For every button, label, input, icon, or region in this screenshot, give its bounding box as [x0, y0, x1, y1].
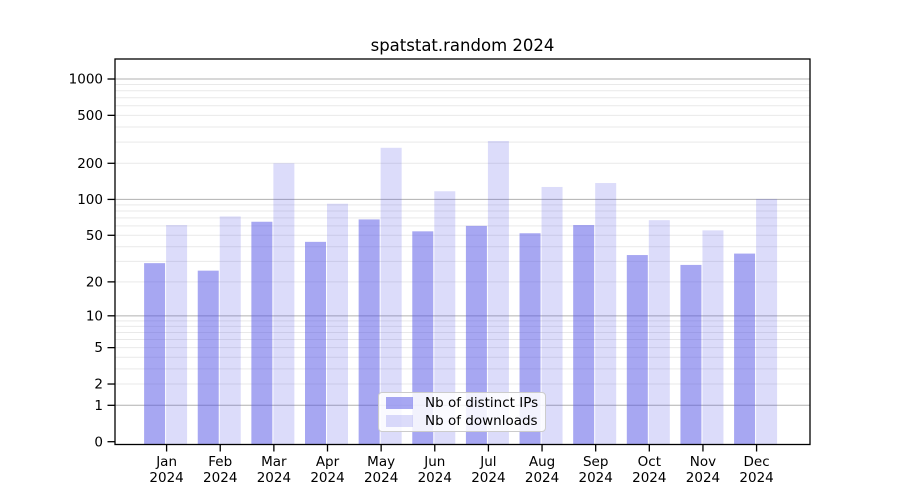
y-tick-label: 50: [86, 228, 103, 244]
x-tick-label-month: Feb: [208, 454, 232, 470]
bar-downloads-feb: [219, 216, 241, 445]
y-tick-label: 100: [77, 192, 103, 208]
x-tick-label-year: 2024: [739, 470, 773, 486]
x-tick-label-month: Dec: [744, 454, 770, 470]
bar-distinct-ips-apr: [305, 241, 327, 445]
y-tick-label: 1000: [69, 72, 103, 88]
x-tick-label-year: 2024: [310, 470, 344, 486]
bar-distinct-ips-jul: [465, 225, 487, 445]
legend-item-downloads: Nb of downloads: [379, 413, 545, 429]
bar-distinct-ips-oct: [626, 255, 648, 445]
bar-downloads-may: [380, 147, 402, 445]
x-tick-label-month: Aug: [529, 454, 555, 470]
x-tick-label-year: 2024: [686, 470, 720, 486]
bar-downloads-jul: [487, 141, 509, 445]
plot-border: [114, 58, 811, 446]
bar-downloads-nov: [702, 230, 724, 445]
x-tick-label-month: Nov: [690, 454, 716, 470]
bar-downloads-apr: [327, 203, 349, 445]
x-tick-label-month: Oct: [638, 454, 661, 470]
bar-distinct-ips-nov: [680, 264, 702, 445]
x-tick-label-year: 2024: [203, 470, 237, 486]
y-tick-label: 200: [77, 156, 103, 172]
legend-label-distinct-ips: Nb of distinct IPs: [425, 395, 539, 411]
y-tick-label: 500: [77, 108, 103, 124]
x-tick-label-year: 2024: [257, 470, 291, 486]
bar-distinct-ips-dec: [734, 253, 756, 445]
bar-distinct-ips-may: [358, 219, 380, 445]
x-tick-label-year: 2024: [579, 470, 613, 486]
bar-downloads-oct: [648, 220, 670, 445]
bar-distinct-ips-aug: [519, 233, 541, 445]
x-tick-label-year: 2024: [471, 470, 505, 486]
bar-downloads-jun: [434, 191, 456, 445]
legend-swatch-distinct-ips: [386, 397, 413, 409]
y-tick-label: 0: [94, 434, 103, 450]
x-tick-label-year: 2024: [364, 470, 398, 486]
y-tick-label: 2: [94, 377, 103, 393]
x-tick-label-month: Sep: [583, 454, 608, 470]
x-tick-label-month: Apr: [316, 454, 340, 470]
x-tick-label-month: Jun: [423, 454, 445, 470]
bar-distinct-ips-jun: [412, 231, 434, 445]
legend-item-distinct-ips: Nb of distinct IPs: [379, 395, 545, 411]
x-tick-label-year: 2024: [525, 470, 559, 486]
y-tick-label: 10: [86, 308, 103, 324]
bar-distinct-ips-feb: [197, 270, 219, 445]
legend-label-downloads: Nb of downloads: [425, 413, 538, 429]
bar-downloads-sep: [595, 183, 617, 445]
x-tick-label-month: Jul: [479, 454, 496, 470]
bar-downloads-jan: [166, 225, 188, 445]
legend-swatch-downloads: [386, 415, 413, 427]
x-tick-label-month: Jan: [155, 454, 177, 470]
chart-title: spatstat.random 2024: [370, 36, 555, 55]
x-tick-label-year: 2024: [418, 470, 452, 486]
bar-distinct-ips-jan: [144, 263, 166, 445]
bar-distinct-ips-mar: [251, 221, 273, 445]
bar-downloads-aug: [541, 186, 563, 445]
x-tick-label-year: 2024: [632, 470, 666, 486]
y-tick-label: 1: [94, 398, 103, 414]
legend: Nb of distinct IPs Nb of downloads: [378, 392, 546, 432]
y-tick-label: 5: [94, 340, 103, 356]
bar-distinct-ips-sep: [573, 225, 595, 445]
bar-downloads-dec: [756, 198, 778, 445]
x-tick-label-month: Mar: [261, 454, 287, 470]
x-tick-label-year: 2024: [149, 470, 183, 486]
y-tick-label: 20: [86, 274, 103, 290]
bar-downloads-mar: [273, 163, 295, 445]
x-tick-label-month: May: [367, 454, 395, 470]
